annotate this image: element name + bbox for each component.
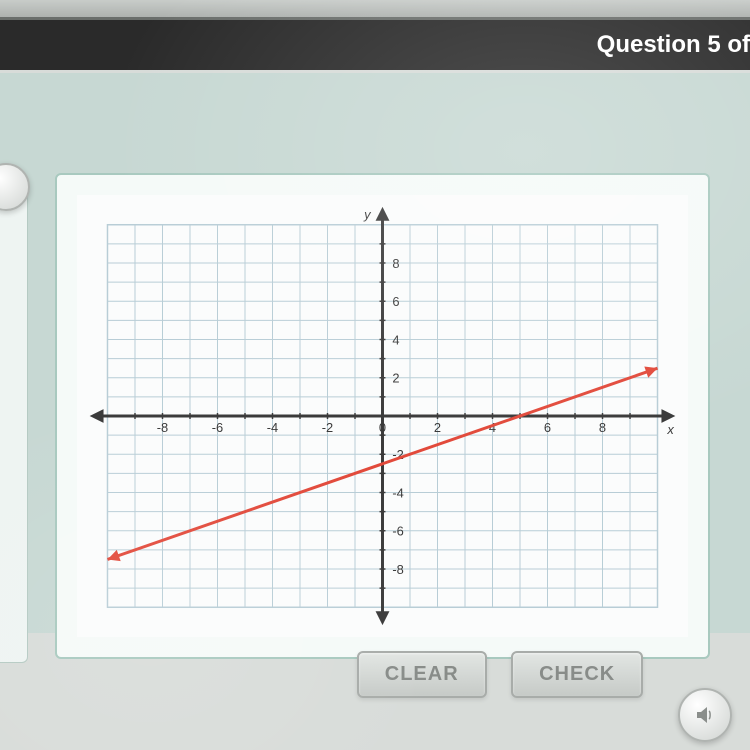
svg-text:-4: -4	[267, 420, 278, 435]
svg-text:6: 6	[544, 420, 551, 435]
svg-text:2: 2	[434, 420, 441, 435]
question-label: Question 5 of	[597, 31, 750, 58]
svg-text:-8: -8	[392, 562, 403, 577]
audio-button[interactable]	[678, 688, 732, 742]
left-panel-sliver	[0, 173, 28, 663]
question-header-bar: Question 5 of	[0, 20, 750, 70]
svg-text:-4: -4	[392, 485, 403, 500]
svg-text:0: 0	[379, 420, 386, 435]
content-area: -8-6-4-202468-8-6-4-22468xy	[0, 73, 750, 633]
action-buttons-row: CLEAR CHECK	[0, 633, 750, 716]
svg-text:x: x	[666, 422, 674, 437]
svg-text:-6: -6	[392, 524, 403, 539]
svg-text:2: 2	[392, 371, 399, 386]
coordinate-graph[interactable]: -8-6-4-202468-8-6-4-22468xy	[77, 195, 688, 637]
window-top-bar	[0, 0, 750, 20]
svg-text:8: 8	[599, 420, 606, 435]
svg-text:4: 4	[392, 332, 399, 347]
svg-text:8: 8	[392, 256, 399, 271]
svg-text:-8: -8	[157, 420, 168, 435]
svg-text:6: 6	[392, 294, 399, 309]
svg-text:-6: -6	[212, 420, 223, 435]
svg-text:y: y	[363, 207, 372, 222]
check-button[interactable]: CHECK	[511, 651, 643, 698]
speaker-icon	[693, 703, 717, 727]
svg-text:-2: -2	[322, 420, 333, 435]
clear-button[interactable]: CLEAR	[357, 651, 487, 698]
graph-svg: -8-6-4-202468-8-6-4-22468xy	[77, 195, 688, 637]
graph-card: -8-6-4-202468-8-6-4-22468xy	[55, 173, 710, 659]
